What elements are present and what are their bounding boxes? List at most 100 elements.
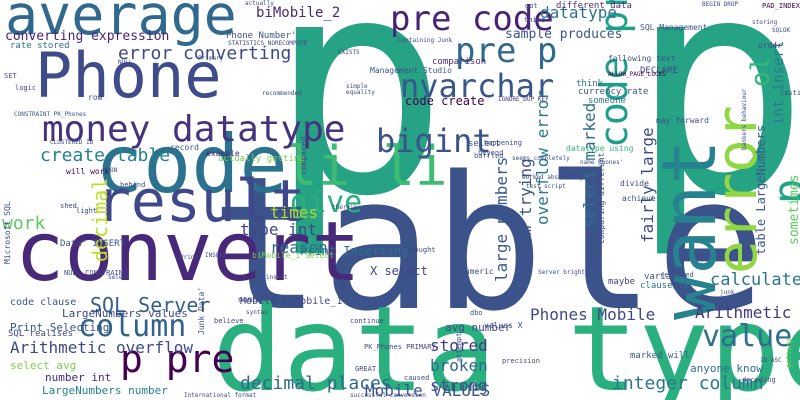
word-largenumbers-values: LargeNumbers values [62,307,188,320]
word-third: third [524,16,546,24]
word-average: average [5,0,237,47]
word-primary: Primary [198,55,224,62]
word-actually-getting: actually getting [218,154,305,164]
word-got: got [525,2,538,10]
word-international-format: International format [184,392,257,399]
word-x-select: X select [370,264,428,278]
word-casting: casting [780,89,800,97]
word-variable: variable [644,272,688,282]
word-bimobile-2: biMobile_2 [256,5,341,21]
word-reason: reason [270,238,328,257]
word-sql-realises: SQL realises [8,329,74,339]
word-insert: insert [266,274,288,281]
word-comparing-different: comparing different [597,152,606,244]
word-seems-completely: seems completely [512,155,570,162]
word-comparison: comparison [432,57,487,67]
word-sometimes: sometimes [787,174,800,245]
word-arithmetic-overflow: Arithmetic overflow [10,338,194,357]
word-marked-will: marked will [630,351,690,361]
word-think: think [576,79,604,89]
word-pk-phones-primary: PK_Phones PRIMARY [364,343,436,351]
word-anyone-know: anyone know [690,362,763,375]
word-data-insert: Data' INSERT [60,239,126,249]
word-mobile-bimobile-1: Mobile biMobile_1 [240,296,343,307]
word-server-bright: Server bright [538,269,585,276]
word-statistics-norecompute: STATISTICS_NORECOMPUTE [228,40,308,47]
word-table: table [210,136,767,352]
word-code-create: code create [405,94,485,108]
word-someone: someone [588,96,626,106]
word-name-phones: name Phones' [580,159,624,166]
word-nvarchar: nvarchar [400,67,555,105]
word-shed: shed [60,202,77,210]
word-largenumbers-number: LargeNumbers number [42,384,168,397]
word-may-forward: may forward [656,116,709,125]
word-believe: believe [214,317,244,325]
word-deciding: deciding [742,376,776,384]
word-p-p: p p [268,0,800,262]
word-currency-rate: currency rate [578,87,649,97]
word-different-data: different data [556,1,632,11]
word-dbo: dbo [470,309,483,317]
word-example: example [206,149,240,158]
word-stored: stored [430,336,488,355]
word-will-work: will work [66,167,110,176]
word-sql-server: SQL Server [90,293,211,317]
word-declare: DECLARE [640,66,678,76]
word-pre-code: pre code [390,0,554,39]
word-continue: continue [350,317,384,325]
word-sqlok: SQLOK [772,27,791,34]
word-successful-conversion: successful conversion [350,392,426,399]
word-datatype-using: datatype using [566,144,634,153]
word-sample-produces: sample produces [505,27,623,42]
word-avg-number: avg number [445,321,512,334]
word-rate-stored: rate stored [10,41,70,51]
word-syntax: syntax [246,309,268,316]
word-int-insert: int insert [771,40,787,125]
word-therein: therein [332,204,358,211]
word-create-table: create table [40,145,171,166]
word-on: ON [110,167,118,174]
word-containing-junk: Containing Junk [398,37,453,44]
word-exists: EXISTS [338,49,360,56]
word-null: NULL [118,59,133,66]
word-select-avg: select avg [10,359,77,372]
word-pre-p: pre p [455,31,558,71]
word-junk: junk [720,289,735,296]
word-select: select [468,139,501,149]
word-returned: returned [660,271,694,279]
word-insert: INSERT [205,252,227,259]
word-allow-page-locks: ALLOW_PAGE_LOCKS [608,71,666,78]
word-ignore-dup-key: IGNORE_DUP_KEY [498,96,549,103]
word-bigint: bigint [376,122,492,160]
word-times: times [270,203,319,222]
word-mobile-values: Mobile VALUES [365,381,491,400]
word-decimal: decimal [88,177,112,262]
word-table-largenumbers: table LargeNumbers [754,124,768,255]
word-converting-expression: converting expression [5,29,170,44]
word-light: light [76,207,98,215]
word-null-constraint: NULL CONSTRAINT [64,269,128,277]
word-bankers-behaviour: bankers behaviour [741,88,748,150]
word-begin-drop: BEGIN DROP [702,1,739,8]
word-datatype: datatype [540,3,618,22]
word-management-studio: Management Studio [370,66,452,75]
word-precision: precision [502,357,540,365]
word-type-int: type int [240,220,318,239]
word-worked-absolutely: worked absolutely [522,174,584,181]
word-clustered-id: CLUSTERED ID [50,139,94,146]
word-numeric: numeric [460,267,494,276]
word-getting: getting [785,338,793,368]
word-baffled: baffled [474,152,504,160]
word-convert: convert [15,205,361,300]
word-divide: divide [620,179,649,188]
word-thought: thought [406,246,436,254]
word-sql-management: SQL Management [640,23,708,32]
word-strong: strong [430,376,488,395]
word-arithmetic: Arithmetic [695,303,792,322]
word-row: row [88,93,103,102]
word-phone-number: Phone Number' [226,31,297,41]
word-li-li: li li [285,135,448,198]
word-logic: logic [15,84,37,92]
